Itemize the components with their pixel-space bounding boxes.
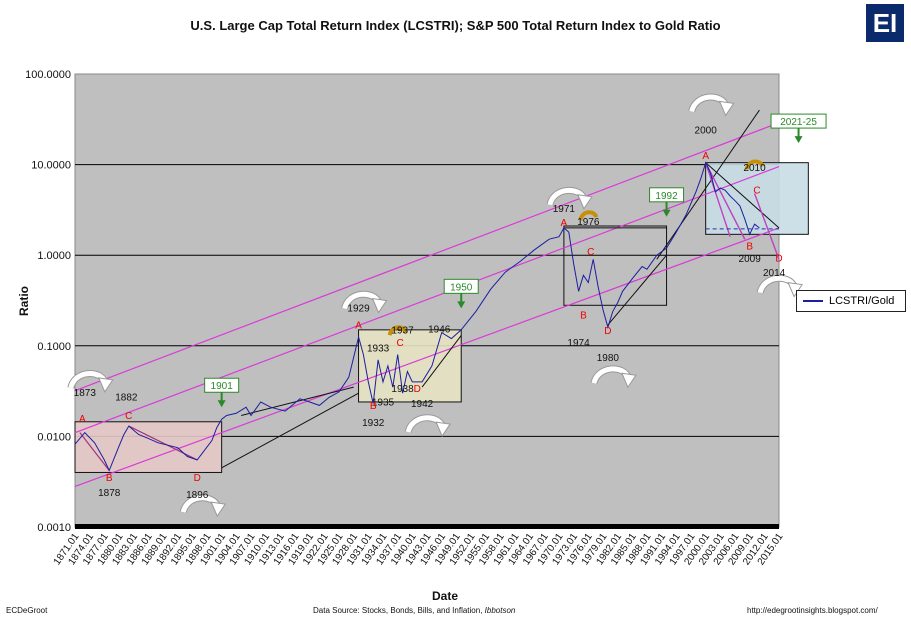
arrow-head-icon bbox=[371, 297, 388, 314]
annotation-label: B bbox=[106, 473, 113, 484]
callouts: 1901 1950 1992 2021-25 bbox=[204, 113, 827, 408]
annotation-label: 1882 bbox=[115, 392, 138, 403]
annotation-label: 1935 bbox=[372, 397, 395, 408]
series-line bbox=[74, 161, 760, 472]
annotation-label: D bbox=[414, 384, 421, 395]
channel-line bbox=[74, 166, 780, 434]
x-axis-bar bbox=[75, 524, 779, 529]
annotation-label: C bbox=[125, 411, 132, 422]
highlight-box bbox=[358, 329, 462, 403]
trend-line bbox=[656, 109, 760, 260]
annotation-label: 1946 bbox=[428, 325, 451, 336]
annotation-label: A bbox=[561, 218, 568, 229]
footer-url[interactable]: http://edegrootinsights.blogspot.com/ bbox=[747, 606, 878, 615]
callout-label: 1992 bbox=[655, 191, 678, 202]
arrow-head-icon bbox=[97, 377, 114, 393]
footer-source-italic: Ibbotson bbox=[484, 606, 516, 615]
swing-line bbox=[705, 162, 746, 240]
annotation-label: 2009 bbox=[739, 254, 762, 265]
annotation-label: 1980 bbox=[597, 353, 620, 364]
swing-line bbox=[753, 193, 780, 260]
x-axis-label: Date bbox=[432, 589, 458, 600]
trend-line bbox=[607, 254, 667, 326]
channel-line bbox=[74, 227, 780, 488]
legend-label: LCSTRI/Gold bbox=[829, 295, 895, 307]
brand-logo: EI bbox=[866, 4, 904, 42]
annotation-label: A bbox=[355, 321, 362, 332]
turn-arrow-icon bbox=[578, 210, 599, 221]
swing-line bbox=[128, 425, 198, 461]
annotation-label: A bbox=[79, 414, 86, 425]
footer-source-text: Data Source: Stocks, Bonds, Bills, and I… bbox=[313, 606, 485, 615]
chart-canvas: 0.00100.01000.10001.000010.0000100.0000 … bbox=[17, 69, 827, 600]
y-tick-label: 10.0000 bbox=[31, 160, 71, 172]
trend-channel-lines bbox=[74, 122, 780, 488]
highlight-box bbox=[563, 225, 668, 306]
y-tick-label: 100.0000 bbox=[25, 69, 71, 81]
arrow-head-icon bbox=[577, 194, 593, 210]
annotation-label: 1896 bbox=[186, 490, 209, 501]
trend-line bbox=[421, 335, 462, 388]
swing-line bbox=[705, 162, 731, 237]
x-tick-labels: 1871.011874.011877.011880.011883.011886.… bbox=[52, 531, 786, 567]
legend: LCSTRI/Gold bbox=[796, 290, 906, 312]
annotation-label: 1938 bbox=[391, 384, 414, 395]
y-tick-labels: 0.0010 0.0100 0.1000 1.0000 10.0000 100.0000 bbox=[25, 69, 71, 534]
footer-author: ECDeGroot bbox=[6, 606, 48, 615]
footer-source: Data Source: Stocks, Bonds, Bills, and I… bbox=[313, 606, 515, 615]
annotation-label: 2010 bbox=[743, 163, 766, 174]
annotation-label: 1929 bbox=[347, 303, 370, 314]
y-tick-label: 0.1000 bbox=[37, 341, 71, 353]
channel-line bbox=[74, 122, 780, 392]
callout-label: 1901 bbox=[211, 381, 234, 392]
annotation-label: 2014 bbox=[763, 268, 786, 279]
annotation-label: D bbox=[775, 254, 782, 265]
arrow-head-icon bbox=[621, 372, 637, 389]
trend-line bbox=[705, 162, 780, 229]
trend-lines bbox=[79, 109, 780, 471]
y-tick-label: 1.0000 bbox=[37, 250, 71, 262]
y-tick-label: 0.0010 bbox=[37, 522, 71, 534]
annotation-label: 1971 bbox=[553, 204, 576, 215]
annotation-label: B bbox=[580, 311, 587, 322]
turn-arrow-icon bbox=[387, 325, 408, 336]
annotation-label: C bbox=[753, 185, 760, 196]
annotation-label: B bbox=[370, 401, 377, 412]
annotation-label: C bbox=[587, 247, 594, 258]
annotation-label: C bbox=[396, 338, 403, 349]
callout-arrow-head bbox=[794, 136, 803, 144]
annotations: 1873 A 1882 C B 1878 D 1896 1929 A 1933 C 1937 1946 19… bbox=[74, 126, 786, 501]
annotation-label: 2000 bbox=[695, 126, 718, 137]
turn-arrow-icon bbox=[744, 159, 765, 171]
annotation-label: 1932 bbox=[362, 418, 385, 429]
series-lines bbox=[74, 161, 760, 472]
annotation-label: D bbox=[194, 473, 201, 484]
swing-line bbox=[79, 432, 110, 471]
annotation-label: 1937 bbox=[391, 325, 414, 336]
annotation-label: B bbox=[746, 242, 753, 253]
callout-arrow-head bbox=[217, 400, 226, 408]
arrow-head-icon bbox=[718, 100, 735, 117]
annotation-label: D bbox=[604, 326, 611, 337]
callout-label: 1950 bbox=[450, 282, 473, 293]
annotation-label: 1933 bbox=[367, 344, 390, 355]
annotation-label: 1976 bbox=[577, 217, 600, 228]
annotation-label: 1878 bbox=[98, 488, 121, 499]
callout-arrow-head bbox=[662, 209, 671, 217]
callout-arrow-head bbox=[457, 301, 466, 309]
arrow-head-icon bbox=[210, 501, 227, 518]
legend-swatch bbox=[803, 300, 823, 302]
arrow-head-icon bbox=[435, 421, 451, 438]
curved-arrows bbox=[67, 93, 803, 518]
annotation-label: 1873 bbox=[74, 388, 97, 399]
callout-label: 2021-25 bbox=[780, 117, 817, 128]
chart-title: U.S. Large Cap Total Return Index (LCSTR… bbox=[190, 18, 721, 33]
highlight-box bbox=[74, 421, 223, 473]
annotation-label: 1942 bbox=[411, 399, 434, 410]
trend-line bbox=[221, 392, 359, 469]
annotation-label: 1974 bbox=[567, 338, 590, 349]
annotation-label: A bbox=[702, 151, 709, 162]
y-tick-label: 0.0100 bbox=[37, 431, 71, 443]
y-axis-label: Ratio bbox=[17, 286, 31, 316]
